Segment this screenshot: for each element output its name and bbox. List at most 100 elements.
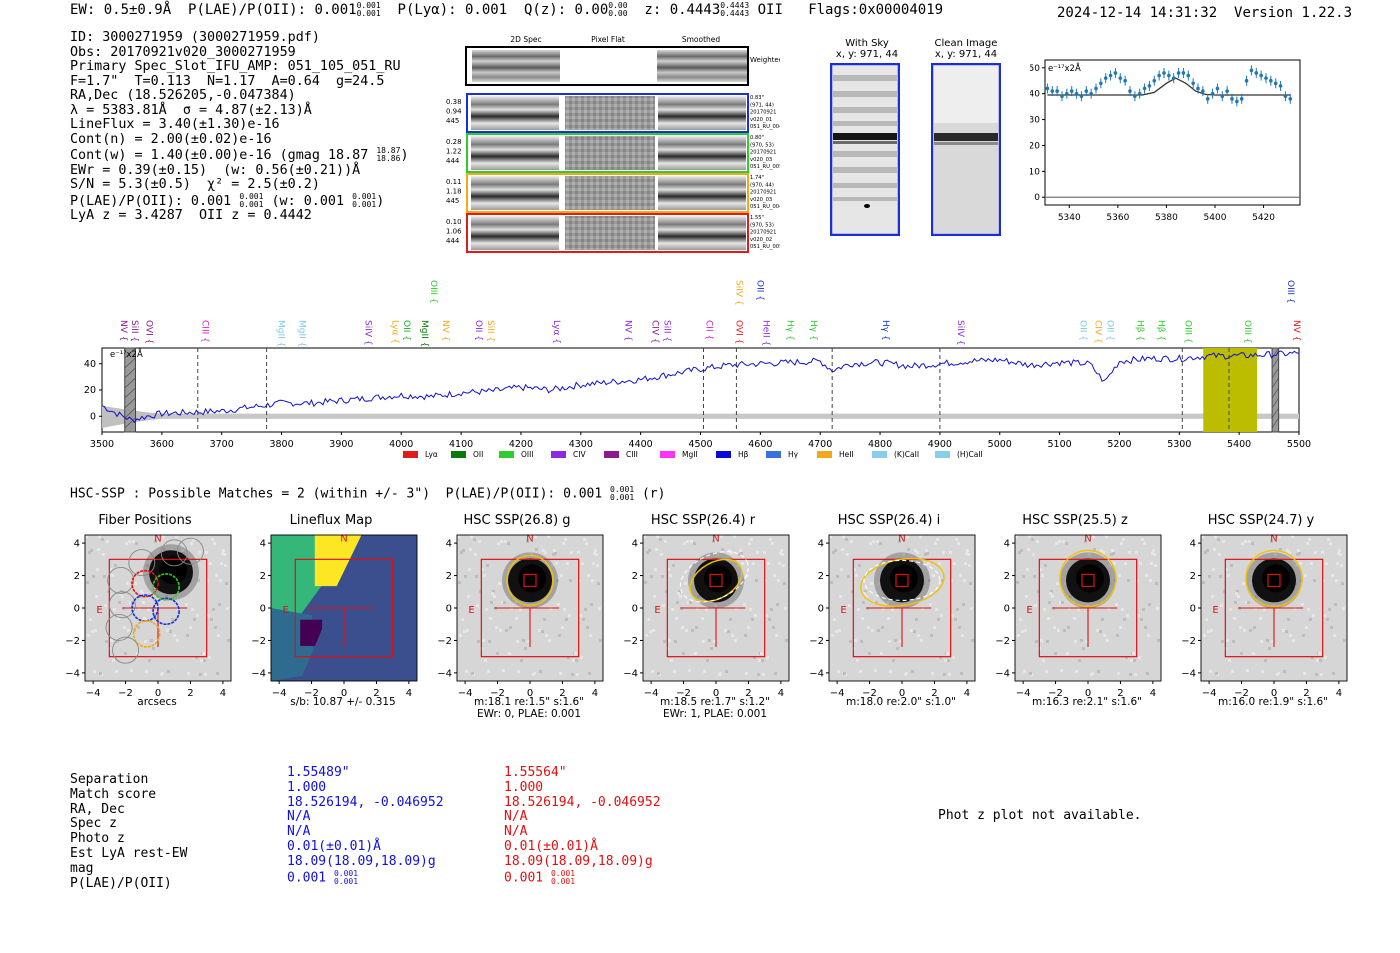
cutout-speckle [942, 551, 945, 554]
lineflux-dark [300, 619, 323, 646]
zoom-ylabel: e⁻¹⁷x2Å [1048, 62, 1081, 74]
cutout-speckle [226, 607, 229, 610]
cutout-speckle [584, 608, 587, 611]
source-ellipse-dashed [679, 551, 749, 603]
cutout-speckle [1134, 673, 1137, 676]
cutout-speckle [1242, 582, 1245, 585]
cutout-speckle [224, 564, 227, 567]
cutout-speckle [961, 634, 964, 637]
line-label-text: SiII { [485, 320, 495, 342]
cutout-speckle [851, 590, 854, 593]
spec2d-row-smooth [658, 176, 746, 210]
line-label-text: OII { [473, 320, 483, 341]
match-a-mag: 18.09(18.09,18.09)g [287, 853, 436, 869]
cutout-speckle [1291, 535, 1294, 538]
cutout-speckle [1086, 604, 1089, 607]
north-label: N [898, 533, 905, 544]
cutout-speckle [1074, 640, 1077, 643]
line-label-text: OII { [754, 280, 764, 301]
cutout-speckle [475, 575, 478, 578]
spec2d-row-meta: (971, 44) [750, 102, 774, 108]
match-label-ew: Est LyA rest-EW [70, 845, 188, 861]
noise-band [102, 413, 1299, 419]
cutout-speckle [210, 618, 213, 621]
cutout-speckle [1110, 553, 1113, 556]
spec2d-row-raw [471, 136, 559, 170]
cutout-speckle [212, 608, 215, 611]
line-label: MgII { [276, 320, 286, 347]
cutout-speckle [712, 540, 715, 543]
cutout-speckle [1268, 647, 1271, 650]
cutout-speckle [551, 564, 554, 567]
cutout-speckle [830, 581, 833, 584]
cutout-speckle [846, 553, 849, 556]
cutout-speckle [121, 595, 124, 598]
cutout-speckle [216, 672, 219, 675]
cutout-xtick-label: −4 [830, 688, 845, 699]
full-xtick-label: 5300 [1167, 439, 1191, 450]
match-label-mag: mag [70, 860, 94, 876]
cutout-xtick-label: 0 [1085, 688, 1091, 699]
cutout-speckle [499, 629, 502, 632]
cutout-speckle [848, 604, 851, 607]
cutout-caption-line2: EWr: 1, PLAE: 0.001 [662, 708, 768, 720]
cutout-speckle [1248, 540, 1251, 543]
cutout-speckle [881, 626, 884, 629]
cutout-xtick-label: −2 [490, 688, 505, 699]
line-label-text: OII { [1078, 320, 1088, 341]
cutout-speckle [1022, 575, 1025, 578]
cutout-speckle [1223, 590, 1226, 593]
cutout-speckle [98, 535, 101, 538]
cutout-speckle [744, 634, 747, 637]
cutout-speckle [730, 551, 733, 554]
spec2d-row-flat [565, 136, 655, 170]
cutout-ytick-label: −2 [623, 636, 638, 647]
cutout-speckle [1144, 626, 1147, 629]
cutout-speckle [785, 639, 788, 642]
cutout-speckle [1109, 564, 1112, 567]
cutout-speckle [916, 551, 919, 554]
spec2d-row-meta: v020_01 [750, 117, 772, 123]
cutout-speckle [220, 562, 223, 565]
cutout-speckle [1318, 652, 1321, 655]
header-z-lo: 0.4443 [720, 9, 750, 18]
cutout-speckle [117, 617, 120, 620]
cutout-ytick-label: 0 [74, 604, 80, 615]
east-label: E [282, 605, 288, 616]
zoom-data-point [1288, 97, 1293, 101]
cutout-speckle [559, 672, 562, 675]
cutout-speckle [554, 552, 557, 555]
cutout-speckle [889, 670, 892, 673]
cutout-speckle [586, 626, 589, 629]
cutout-speckle [225, 582, 228, 585]
cutout-speckle [1121, 608, 1124, 611]
cutout-speckle [708, 639, 711, 642]
cutout-speckle [1278, 535, 1281, 538]
cutout-panel: HSC SSP(26.8) g N E −4 −4 −2 −2 0 0 2 2 4 4 m:18.1 re… [437, 510, 612, 725]
cutout-speckle [1259, 617, 1262, 620]
clean-image [930, 62, 1002, 240]
cutout-speckle [937, 618, 940, 621]
cutout-speckle [504, 540, 507, 543]
cutout-speckle [1041, 574, 1044, 577]
cutout-speckle [741, 562, 744, 565]
cutout-speckle [682, 652, 685, 655]
zoom-data-point [1230, 97, 1234, 101]
cutout-speckle [755, 579, 758, 582]
full-xtick-label: 4800 [868, 439, 892, 450]
full-axes [101, 347, 1300, 433]
zoom-fit-line [1047, 77, 1291, 96]
cutout-speckle [104, 604, 107, 607]
cutout-speckle [649, 630, 652, 633]
cutout-speckle [1206, 549, 1209, 552]
match-label-score: Match score [70, 786, 157, 802]
cutout-speckle [1207, 630, 1210, 633]
cutout-xtick-label: −4 [86, 688, 101, 699]
fiber-circle [176, 537, 204, 565]
cutout-speckle [771, 542, 774, 545]
info-plae: P(LAE)/P(OII): 0.001 [70, 193, 232, 209]
cutout-speckle [1023, 670, 1026, 673]
line-label-text: MgII { [419, 320, 429, 347]
east-label: E [654, 605, 660, 616]
cutout-speckle [145, 670, 148, 673]
